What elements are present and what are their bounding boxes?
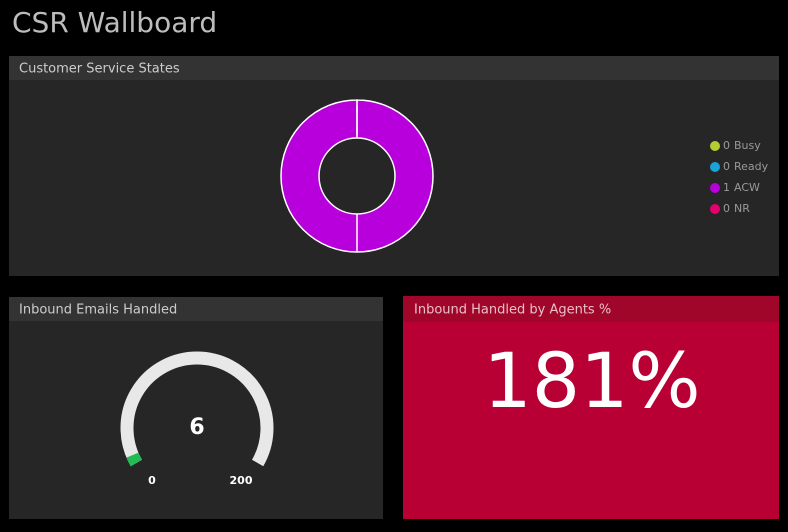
legend-dot bbox=[710, 204, 720, 214]
legend-value: 0 bbox=[723, 139, 730, 152]
gauge-value bbox=[126, 452, 143, 467]
panel bbox=[403, 296, 779, 519]
legend-dot bbox=[710, 162, 720, 172]
panel-header bbox=[9, 297, 383, 321]
legend-dot bbox=[710, 183, 720, 193]
donut-segment bbox=[280, 99, 434, 253]
legend-label: 1 ACW bbox=[723, 181, 760, 194]
gauge-min-label: 0 bbox=[148, 474, 156, 487]
legend-value: 1 bbox=[723, 181, 730, 194]
legend-label: 0 NR bbox=[723, 202, 750, 215]
panel-title: Inbound Emails Handled bbox=[19, 303, 177, 318]
kpi-value: 181% bbox=[483, 336, 700, 425]
panel bbox=[9, 297, 383, 519]
legend-name: Ready bbox=[734, 160, 769, 173]
gauge-value-label: 6 bbox=[189, 415, 204, 440]
legend-dot bbox=[710, 141, 720, 151]
panel-title: Inbound Handled by Agents % bbox=[414, 303, 611, 318]
panel-header bbox=[9, 56, 779, 80]
legend-value: 0 bbox=[723, 160, 730, 173]
legend-name: Busy bbox=[734, 139, 761, 152]
legend-label: 0 Ready bbox=[723, 160, 769, 173]
page-title: CSR Wallboard bbox=[12, 6, 217, 39]
legend-value: 0 bbox=[723, 202, 730, 215]
gauge-max-label: 200 bbox=[230, 474, 253, 487]
panel-title: Customer Service States bbox=[19, 62, 180, 77]
legend-name: NR bbox=[734, 202, 750, 215]
panel-header bbox=[403, 296, 779, 322]
gauge-track bbox=[120, 351, 274, 467]
legend-name: ACW bbox=[734, 181, 760, 194]
legend-label: 0 Busy bbox=[723, 139, 761, 152]
